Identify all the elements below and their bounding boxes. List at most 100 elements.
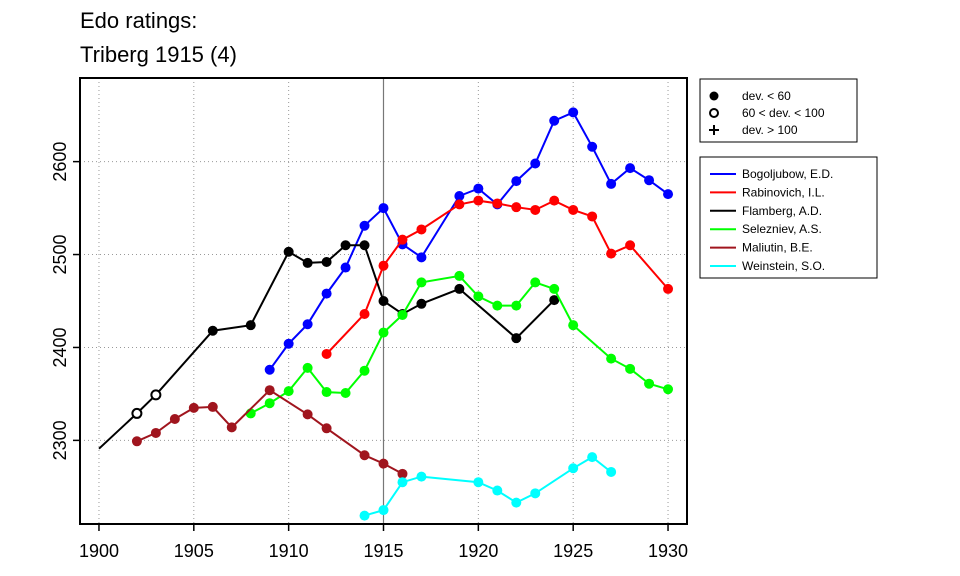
data-point (397, 309, 408, 320)
data-point (511, 497, 522, 508)
series-line (250, 274, 669, 415)
series-group (245, 270, 674, 419)
x-axis: 1900 1905 1910 1915 1920 1925 1930 (79, 524, 688, 561)
data-point (359, 510, 370, 521)
y-tick-label: 2400 (50, 327, 70, 367)
data-point (454, 283, 465, 294)
data-point (416, 277, 427, 288)
data-point (302, 319, 313, 330)
series-line (98, 244, 555, 450)
data-point (549, 115, 560, 126)
data-point (264, 364, 275, 375)
data-point (663, 283, 674, 294)
data-point (302, 362, 313, 373)
series-legend-label: Weinstein, S.O. (742, 259, 825, 273)
y-tick-label: 2300 (50, 420, 70, 460)
data-point (188, 402, 199, 413)
data-point (530, 204, 541, 215)
data-point (397, 468, 408, 479)
data-point (321, 288, 332, 299)
series-group (98, 240, 560, 450)
data-point (511, 333, 522, 344)
data-point (359, 450, 370, 461)
data-point (606, 466, 617, 477)
data-point (378, 203, 389, 214)
data-point (568, 204, 579, 215)
data-point (378, 505, 389, 516)
data-point (473, 183, 484, 194)
data-point (416, 471, 427, 482)
data-point (454, 199, 465, 210)
data-point (568, 463, 579, 474)
data-point (397, 234, 408, 245)
data-point (644, 175, 655, 186)
data-point (530, 488, 541, 499)
marker-legend-box (699, 78, 858, 143)
data-point (416, 298, 427, 309)
data-point (625, 363, 636, 374)
data-point (340, 240, 351, 251)
series-group (321, 195, 674, 359)
series-legend: Bogoljubow, E.D. Rabinovich, I.L. Flamberg… (699, 156, 878, 279)
series-line (325, 199, 669, 355)
series-legend-label: Maliutin, B.E. (742, 241, 813, 255)
data-point (340, 262, 351, 273)
data-point (359, 365, 370, 376)
data-point (283, 338, 294, 349)
data-point (568, 107, 579, 118)
data-point (568, 320, 579, 331)
data-point (378, 260, 389, 271)
x-tick-label: 1930 (648, 541, 688, 561)
series-group (264, 107, 674, 375)
data-point (340, 387, 351, 398)
data-point (302, 257, 313, 268)
y-tick-label: 2600 (50, 142, 70, 182)
data-point (454, 270, 465, 281)
data-point (283, 246, 294, 257)
series-legend-label: Flamberg, A.D. (742, 204, 822, 218)
data-point (378, 296, 389, 306)
data-point (264, 385, 275, 396)
data-point-open (150, 389, 162, 401)
marker-legend: dev. < 60 60 < dev. < 100 dev. > 100 (699, 78, 858, 143)
data-point (359, 309, 370, 320)
data-point (131, 436, 142, 447)
data-point (530, 277, 541, 288)
data-point (169, 414, 180, 425)
data-point (416, 252, 427, 263)
data-point (663, 189, 674, 200)
data-point (245, 320, 256, 331)
data-point (321, 387, 332, 398)
series-legend-label: Bogoljubow, E.D. (742, 167, 833, 181)
data-point (625, 163, 636, 174)
series-group (359, 452, 617, 521)
series-legend-label: Rabinovich, I.L. (742, 185, 825, 199)
data-point (207, 401, 218, 412)
chart-title-line-2: Triberg 1915 (4) (80, 42, 237, 67)
x-tick-label: 1925 (553, 541, 593, 561)
data-point (549, 283, 560, 294)
series-line (268, 111, 669, 371)
data-point (530, 158, 541, 169)
data-point (549, 295, 560, 306)
plus-icon (709, 125, 719, 135)
filled-circle-icon (709, 91, 719, 101)
data-point (587, 211, 598, 222)
y-tick-label: 2500 (50, 235, 70, 275)
data-point (473, 291, 484, 302)
data-point-open (131, 407, 143, 419)
marker-legend-label: dev. < 60 (742, 89, 791, 103)
data-point (226, 422, 237, 433)
data-point (359, 240, 370, 251)
data-point (378, 458, 389, 469)
x-tick-label: 1915 (363, 541, 403, 561)
series-layer (98, 107, 674, 521)
data-point (378, 327, 389, 338)
data-point (644, 378, 655, 389)
data-point (511, 176, 522, 187)
data-point (150, 427, 161, 438)
data-point (302, 409, 313, 420)
data-point (492, 300, 503, 311)
series-legend-box (699, 156, 878, 279)
